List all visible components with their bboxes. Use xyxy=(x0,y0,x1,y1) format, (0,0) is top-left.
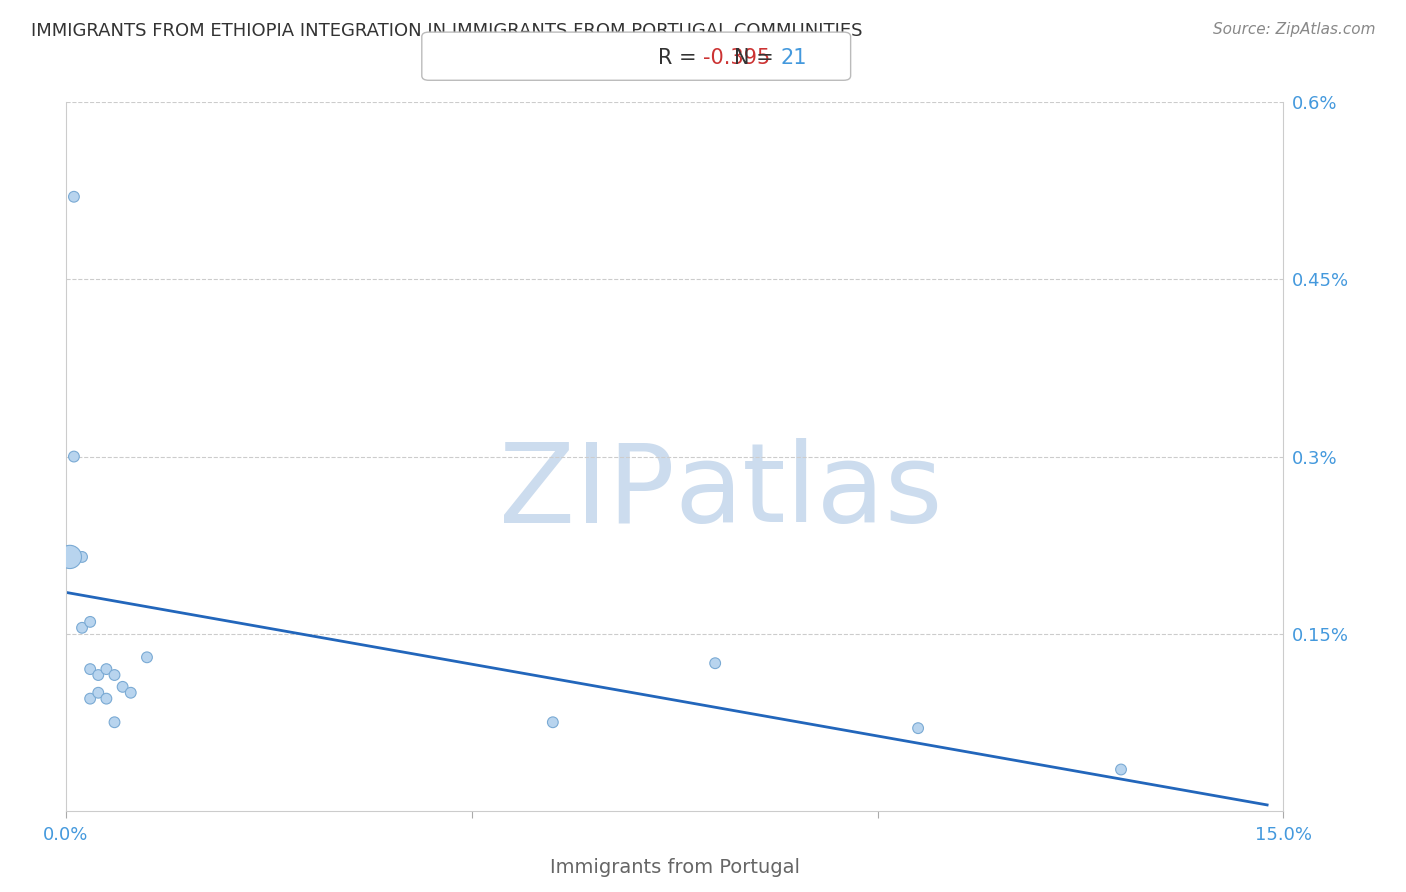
Point xyxy=(79,615,101,629)
X-axis label: Immigrants from Portugal: Immigrants from Portugal xyxy=(550,858,800,877)
Point xyxy=(136,650,159,665)
Text: atlas: atlas xyxy=(675,439,943,546)
Point xyxy=(87,686,110,700)
Point xyxy=(907,721,929,735)
Point xyxy=(59,549,82,564)
Point xyxy=(704,657,727,671)
Point xyxy=(103,715,125,730)
Point xyxy=(111,680,134,694)
Text: IMMIGRANTS FROM ETHIOPIA INTEGRATION IN IMMIGRANTS FROM PORTUGAL COMMUNITIES: IMMIGRANTS FROM ETHIOPIA INTEGRATION IN … xyxy=(31,22,862,40)
Point xyxy=(541,715,564,730)
Point xyxy=(79,662,101,676)
Text: ZIP: ZIP xyxy=(499,439,675,546)
Text: N =: N = xyxy=(734,48,780,68)
Point xyxy=(1109,763,1132,777)
Point xyxy=(103,668,125,682)
Text: 21: 21 xyxy=(780,48,807,68)
Point xyxy=(96,662,118,676)
Point xyxy=(70,621,93,635)
Point xyxy=(70,549,93,564)
Text: R =: R = xyxy=(658,48,703,68)
Point xyxy=(87,668,110,682)
Text: -0.395: -0.395 xyxy=(703,48,770,68)
Point xyxy=(63,450,86,464)
Point xyxy=(63,190,86,204)
Point xyxy=(120,686,142,700)
Point xyxy=(79,691,101,706)
Point xyxy=(96,691,118,706)
Text: Source: ZipAtlas.com: Source: ZipAtlas.com xyxy=(1212,22,1375,37)
